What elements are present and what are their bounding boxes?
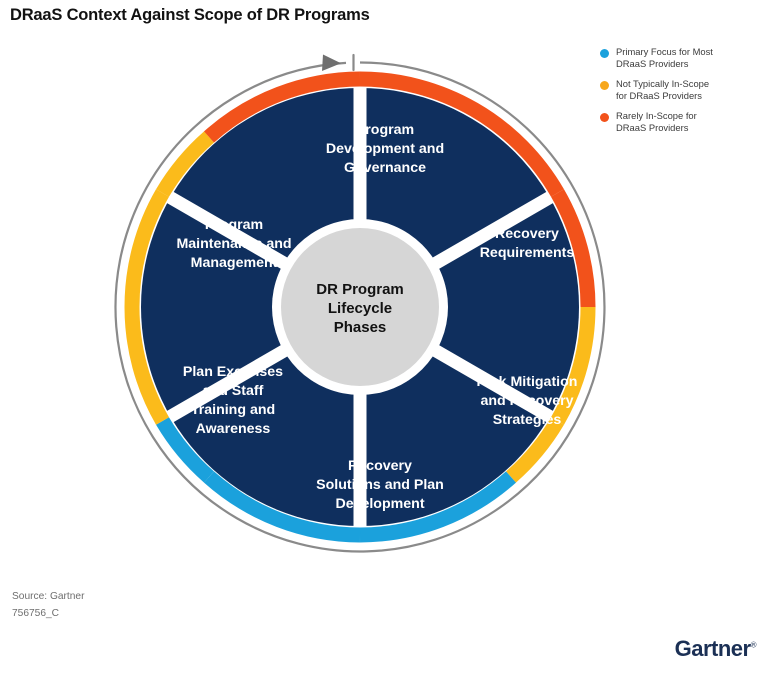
segment-label-line: Recovery bbox=[495, 226, 559, 242]
segment-recovery-requirements[interactable]: Recovery Requirements bbox=[480, 226, 575, 261]
legend-label: Rarely In-Scope for DRaaS Providers bbox=[616, 110, 697, 133]
segment-label-line: Requirements bbox=[480, 245, 575, 261]
legend-label-line: DRaaS Providers bbox=[616, 121, 689, 133]
rotation-arrow-ring bbox=[114, 53, 606, 553]
gartner-wordmark: Gartner bbox=[674, 636, 751, 661]
segment-label-line: and Staff bbox=[203, 383, 264, 399]
segment-label-line: Governance bbox=[344, 160, 426, 176]
dr-lifecycle-wheel: DR Program Lifecycle Phases Program Deve… bbox=[95, 42, 625, 572]
legend-label: Primary Focus for Most DRaaS Providers bbox=[616, 46, 713, 69]
source-block: Source: Gartner 756756_C bbox=[12, 588, 84, 622]
segment-label-line: Strategies bbox=[493, 412, 562, 428]
legend-item-rarely-in-scope[interactable]: Rarely In-Scope for DRaaS Providers bbox=[600, 110, 765, 133]
hub-circle bbox=[281, 228, 439, 386]
legend-label-line: Rarely In-Scope for bbox=[616, 110, 697, 122]
segment-label-line: Awareness bbox=[196, 421, 271, 437]
rotation-arrowhead bbox=[322, 54, 341, 71]
wheel-svg: DR Program Lifecycle Phases Program Deve… bbox=[114, 53, 606, 553]
legend-label-line: DRaaS Providers bbox=[616, 57, 689, 69]
legend-dot-orange bbox=[600, 113, 609, 123]
legend-item-not-typically-in-scope[interactable]: Not Typically In-Scope for DRaaS Provide… bbox=[600, 78, 765, 101]
segment-label-line: Development bbox=[335, 496, 424, 512]
document-id: 756756_C bbox=[12, 608, 60, 619]
segment-label-line: Solutions and Plan bbox=[316, 477, 444, 493]
rim-arcs bbox=[124, 71, 596, 543]
segment-label-line: Plan Exercises bbox=[183, 364, 283, 380]
segment-label-line: Program bbox=[356, 122, 414, 138]
hub-line-1: DR Program bbox=[316, 281, 404, 298]
registered-trademark-icon: ® bbox=[750, 640, 757, 650]
legend-label: Not Typically In-Scope for DRaaS Provide… bbox=[616, 78, 709, 101]
legend-label-line: for DRaaS Providers bbox=[616, 89, 702, 101]
legend-item-primary-focus[interactable]: Primary Focus for Most DRaaS Providers bbox=[600, 46, 765, 69]
gartner-logo: Gartner® bbox=[674, 636, 757, 662]
source-text: Source: Gartner bbox=[12, 591, 85, 602]
legend-dot-blue bbox=[600, 49, 609, 58]
legend-dot-amber bbox=[600, 81, 609, 91]
segment-label-line: and Recovery bbox=[480, 393, 573, 409]
segment-program-development-and-governance[interactable]: Program Development and Governance bbox=[326, 122, 444, 176]
segment-label-line: Development and bbox=[326, 141, 444, 157]
segment-recovery-solutions-and-plan-development[interactable]: Recovery Solutions and Plan Development bbox=[316, 458, 444, 512]
legend-label-line: Primary Focus for Most bbox=[616, 46, 713, 57]
segment-label-line: Management bbox=[191, 255, 278, 271]
segment-plan-exercises-and-staff-training-and-awareness[interactable]: Plan Exercises and Staff Training and Aw… bbox=[183, 364, 283, 437]
legend: Primary Focus for Most DRaaS Providers N… bbox=[600, 46, 765, 143]
segment-risk-mitigation-and-recovery-strategies[interactable]: Risk Mitigation and Recovery Strategies bbox=[477, 374, 578, 428]
segment-label-line: Risk Mitigation bbox=[477, 374, 578, 390]
segment-program-maintenance-and-management[interactable]: Program Maintenance and Management bbox=[176, 217, 291, 271]
page-title: DRaaS Context Against Scope of DR Progra… bbox=[10, 6, 370, 24]
segment-label-line: Program bbox=[205, 217, 263, 233]
segment-label-line: Training and bbox=[191, 402, 275, 418]
segment-label-line: Recovery bbox=[348, 458, 412, 474]
hub-line-2: Lifecycle bbox=[328, 300, 392, 317]
hub-line-3: Phases bbox=[334, 319, 387, 336]
legend-label-line: Not Typically In-Scope bbox=[616, 78, 710, 90]
segment-label-line: Maintenance and bbox=[176, 236, 291, 252]
